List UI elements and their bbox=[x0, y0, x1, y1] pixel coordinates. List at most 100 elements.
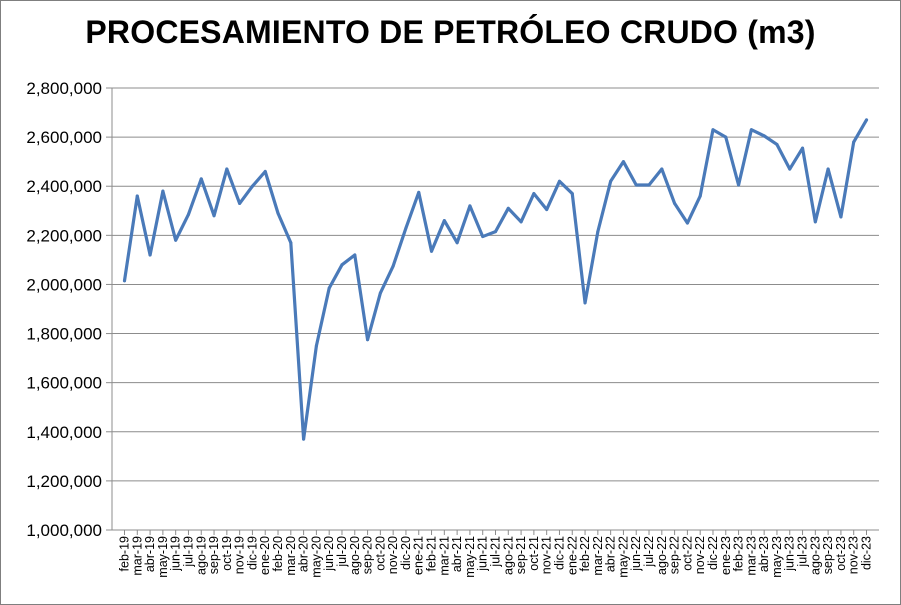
data-point bbox=[353, 253, 357, 257]
data-point bbox=[685, 221, 689, 225]
x-tick-label: jun-22 bbox=[629, 536, 643, 572]
x-tick-label: oct-21 bbox=[527, 536, 541, 571]
x-tick-label: ene-20 bbox=[258, 536, 272, 575]
data-point bbox=[327, 286, 331, 290]
x-tick-label: mar-21 bbox=[437, 536, 451, 576]
data-point bbox=[801, 146, 805, 150]
x-tick-label: jul-21 bbox=[489, 536, 503, 568]
x-tick-label: feb-20 bbox=[271, 536, 285, 571]
x-tick-label: ago-23 bbox=[808, 536, 822, 575]
data-point bbox=[660, 167, 664, 171]
data-point bbox=[442, 219, 446, 223]
y-tick-label: 2,600,000 bbox=[26, 128, 102, 147]
x-tick-label: jun-19 bbox=[169, 536, 183, 572]
data-point bbox=[839, 215, 843, 219]
x-tick-label: oct-22 bbox=[680, 536, 694, 571]
y-tick-label: 2,000,000 bbox=[26, 275, 102, 294]
x-tick-label: abr-23 bbox=[757, 536, 771, 572]
data-point bbox=[123, 279, 126, 283]
data-point bbox=[711, 128, 715, 132]
data-point bbox=[583, 301, 587, 305]
data-point bbox=[788, 167, 792, 171]
y-tick-label: 2,400,000 bbox=[26, 177, 102, 196]
y-tick-label: 1,000,000 bbox=[26, 521, 102, 540]
data-point bbox=[698, 194, 702, 198]
x-tick-label: mar-20 bbox=[284, 536, 298, 576]
data-point bbox=[775, 142, 779, 146]
data-point bbox=[737, 183, 741, 187]
x-tick-label: dic-19 bbox=[245, 536, 259, 570]
x-tick-label: feb-22 bbox=[578, 536, 592, 571]
x-tick-label: mar-23 bbox=[744, 536, 758, 576]
x-tick-label: sep-23 bbox=[821, 536, 835, 574]
data-point bbox=[481, 235, 485, 239]
data-point bbox=[430, 249, 434, 253]
data-point bbox=[557, 179, 561, 183]
data-point bbox=[506, 206, 510, 210]
x-tick-label: oct-20 bbox=[373, 536, 387, 571]
series-line bbox=[122, 118, 869, 441]
x-tick-label: jul-19 bbox=[181, 536, 195, 568]
x-tick-label: ago-21 bbox=[501, 536, 515, 575]
x-tick-label: abr-19 bbox=[143, 536, 157, 572]
data-point bbox=[762, 134, 766, 138]
data-point bbox=[276, 211, 280, 215]
x-tick-label: abr-20 bbox=[297, 536, 311, 572]
gridlines bbox=[112, 87, 879, 482]
x-tick-label: feb-23 bbox=[732, 536, 746, 571]
series-production bbox=[122, 118, 869, 441]
x-tick-label: abr-21 bbox=[450, 536, 464, 572]
x-tick-label: oct-19 bbox=[220, 536, 234, 571]
x-tick-label: mar-19 bbox=[130, 536, 144, 576]
data-point bbox=[724, 135, 728, 139]
x-tick-label: sep-20 bbox=[361, 536, 375, 574]
data-point bbox=[186, 212, 190, 216]
x-tick-label: jul-22 bbox=[642, 536, 656, 568]
y-tick-label: 2,800,000 bbox=[26, 79, 102, 98]
x-tick-label: jul-20 bbox=[335, 536, 349, 568]
data-point bbox=[596, 230, 600, 234]
data-point bbox=[302, 437, 306, 441]
x-tick-label: dic-20 bbox=[399, 536, 413, 570]
x-tick-label: dic-23 bbox=[860, 536, 874, 570]
data-point bbox=[455, 241, 459, 245]
x-tick-label: jun-23 bbox=[783, 536, 797, 572]
data-point bbox=[647, 183, 651, 187]
data-point bbox=[225, 167, 229, 171]
x-tick-labels: feb-19mar-19abr-19may-19jun-19jul-19ago-… bbox=[118, 536, 874, 578]
data-point bbox=[289, 241, 293, 245]
x-tick-label: abr-22 bbox=[604, 536, 618, 572]
data-point bbox=[340, 263, 344, 267]
data-point bbox=[314, 344, 318, 348]
data-point bbox=[621, 160, 625, 164]
x-tick-label: ene-21 bbox=[412, 536, 426, 575]
data-point bbox=[519, 220, 523, 224]
data-point bbox=[826, 167, 830, 171]
data-point bbox=[135, 194, 139, 198]
data-point bbox=[263, 169, 267, 173]
x-tick-label: ago-19 bbox=[194, 536, 208, 575]
x-tick-label: ago-20 bbox=[348, 536, 362, 575]
x-tick-label: ene-22 bbox=[565, 536, 579, 575]
data-point bbox=[468, 204, 472, 208]
y-tick-labels: 1,000,000 1,200,000 1,400,000 1,600,000 1,80… bbox=[26, 79, 102, 540]
data-point bbox=[174, 238, 178, 242]
y-tick-label: 1,600,000 bbox=[26, 374, 102, 393]
data-point bbox=[532, 192, 536, 196]
data-point bbox=[609, 179, 613, 183]
y-tick-label: 2,200,000 bbox=[26, 226, 102, 245]
x-tick-label: may-20 bbox=[309, 536, 323, 578]
y-tick-label: 1,200,000 bbox=[26, 472, 102, 491]
data-point bbox=[813, 220, 817, 224]
data-point bbox=[250, 184, 254, 188]
data-point bbox=[865, 118, 868, 122]
data-point bbox=[238, 201, 242, 205]
data-point bbox=[391, 264, 395, 268]
x-tick-label: jul-23 bbox=[796, 536, 810, 568]
data-point bbox=[673, 201, 677, 205]
data-point bbox=[161, 189, 165, 193]
x-tick-label: may-23 bbox=[770, 536, 784, 578]
x-tick-label: nov-22 bbox=[693, 536, 707, 574]
data-point bbox=[494, 230, 497, 234]
data-point bbox=[570, 192, 574, 196]
